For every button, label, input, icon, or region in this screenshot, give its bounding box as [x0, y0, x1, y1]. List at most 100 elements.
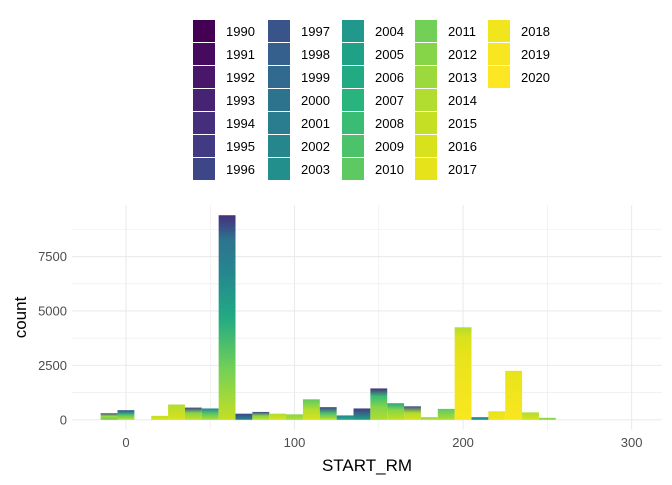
histogram-bar	[218, 215, 236, 420]
legend-item: 1990	[193, 20, 255, 42]
histogram-bar	[454, 327, 472, 420]
histogram-bar	[370, 388, 388, 420]
histogram-bar	[252, 411, 270, 420]
legend-swatch	[488, 20, 510, 42]
legend-label: 2012	[448, 47, 477, 62]
legend-item: 2016	[415, 135, 477, 157]
legend-swatch	[415, 43, 437, 65]
legend-item: 2013	[415, 66, 477, 88]
legend-item: 1998	[268, 43, 330, 65]
legend-swatch	[415, 135, 437, 157]
legend-swatch	[193, 135, 215, 157]
legend-item: 2018	[488, 20, 550, 42]
histogram-bar	[286, 414, 303, 420]
legend-item: 2009	[342, 135, 404, 157]
x-tick-label: 300	[621, 435, 643, 450]
legend-label: 1991	[226, 47, 255, 62]
legend-label: 2004	[375, 24, 404, 39]
legend-item: 2014	[415, 89, 477, 111]
legend-label: 2015	[448, 116, 477, 131]
histogram-bar	[387, 403, 405, 420]
legend-swatch	[415, 89, 437, 111]
histogram-bar	[302, 399, 320, 420]
legend-item: 2001	[268, 112, 330, 134]
y-tick-label: 0	[60, 412, 67, 427]
legend-swatch	[268, 43, 290, 65]
histogram-bar	[522, 412, 539, 420]
x-tick-label: 100	[284, 435, 306, 450]
y-tick-label: 2500	[38, 358, 67, 373]
axes: 0 100 200 300 0 2500 5000 7500 START_RM count	[11, 249, 643, 475]
histogram-bar	[117, 410, 135, 420]
legend-swatch	[193, 66, 215, 88]
legend-swatch	[193, 158, 215, 180]
legend-label: 2016	[448, 139, 477, 154]
legend-item: 2011	[415, 20, 476, 42]
legend-item: 1997	[268, 20, 330, 42]
legend-swatch	[488, 66, 510, 88]
legend-swatch	[268, 66, 290, 88]
legend-swatch	[193, 20, 215, 42]
legend-swatch	[342, 66, 364, 88]
legend-label: 2010	[375, 162, 404, 177]
y-tick-label: 7500	[38, 249, 67, 264]
legend-label: 1993	[226, 93, 255, 108]
legend-label: 2002	[301, 139, 330, 154]
legend-label: 1995	[226, 139, 255, 154]
bars-layer	[100, 215, 556, 420]
legend-swatch	[342, 135, 364, 157]
legend-item: 2003	[268, 158, 330, 180]
legend-label: 1990	[226, 24, 255, 39]
legend-label: 2019	[521, 47, 550, 62]
legend-swatch	[415, 158, 437, 180]
legend-item: 2007	[342, 89, 404, 111]
legend-label: 1997	[301, 24, 330, 39]
histogram-bar	[269, 413, 287, 420]
legend-swatch	[268, 89, 290, 111]
legend-swatch	[268, 20, 290, 42]
legend-label: 2005	[375, 47, 404, 62]
legend-label: 1992	[226, 70, 255, 85]
x-tick-label: 200	[452, 435, 474, 450]
histogram-bar	[404, 406, 421, 420]
legend-item: 2017	[415, 158, 477, 180]
legend-swatch	[193, 112, 215, 134]
histogram-bar	[151, 415, 169, 420]
legend-item: 2012	[415, 43, 477, 65]
histogram-bar	[420, 417, 438, 420]
legend-item: 1995	[193, 135, 255, 157]
histogram-bar	[488, 411, 506, 420]
legend-label: 2017	[448, 162, 477, 177]
histogram-bar	[505, 370, 523, 420]
legend-swatch	[415, 20, 437, 42]
legend: 1990 1991 1992 1993 1994 1995 1996 1997 1998 1999…	[193, 20, 550, 180]
legend-item: 1994	[193, 112, 255, 134]
legend-item: 1993	[193, 89, 255, 111]
legend-item: 2019	[488, 43, 550, 65]
legend-label: 2013	[448, 70, 477, 85]
histogram-bar	[201, 408, 219, 420]
histogram-bar	[353, 408, 371, 420]
histogram-bar	[538, 417, 556, 420]
histogram-bar	[319, 407, 337, 420]
legend-swatch	[268, 112, 290, 134]
legend-label: 2008	[375, 116, 404, 131]
legend-item: 2002	[268, 135, 330, 157]
legend-swatch	[193, 89, 215, 111]
legend-swatch	[268, 135, 290, 157]
histogram-bar	[168, 404, 185, 420]
legend-label: 2001	[301, 116, 330, 131]
histogram-bar	[100, 413, 118, 420]
legend-swatch	[342, 89, 364, 111]
legend-label: 1999	[301, 70, 330, 85]
legend-label: 2014	[448, 93, 477, 108]
legend-label: 2011	[448, 24, 476, 39]
x-axis-title: START_RM	[322, 456, 412, 475]
legend-swatch	[342, 43, 364, 65]
legend-item: 2006	[342, 66, 404, 88]
legend-item: 2008	[342, 112, 404, 134]
y-axis-title: count	[11, 296, 30, 338]
legend-item: 2010	[342, 158, 404, 180]
